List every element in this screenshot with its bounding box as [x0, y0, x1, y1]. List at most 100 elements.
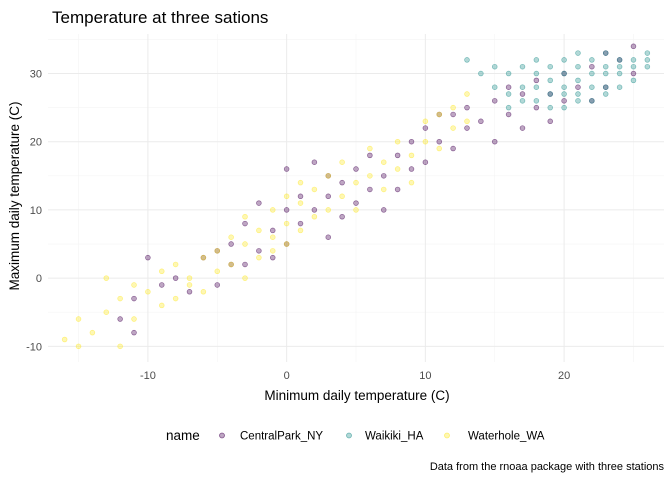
point-waikiki-ha — [464, 57, 470, 63]
point-waikiki-ha — [602, 50, 609, 56]
point-waterhole-wa — [464, 91, 470, 97]
point-waterhole-wa — [117, 295, 123, 302]
point-waterhole-wa — [256, 254, 262, 261]
point-centralpark-ny — [270, 254, 276, 261]
point-waikiki-ha — [547, 63, 553, 70]
point-centralpark-ny — [297, 220, 304, 227]
point-centralpark-ny — [367, 186, 373, 193]
point-waikiki-ha — [505, 104, 512, 111]
grid-layer — [48, 34, 664, 362]
point-waterhole-wa — [422, 138, 429, 145]
y-tick-label: 30 — [30, 69, 42, 81]
point-waikiki-ha — [575, 63, 581, 70]
point-waikiki-ha — [561, 84, 567, 90]
point-waikiki-ha — [547, 91, 553, 97]
x-tick-label: 20 — [558, 370, 570, 382]
point-waikiki-ha — [630, 63, 637, 70]
point-waikiki-ha — [616, 70, 623, 77]
point-waterhole-wa — [75, 316, 82, 322]
point-centralpark-ny — [228, 241, 234, 247]
y-tick-label: 20 — [30, 137, 42, 149]
point-centralpark-ny — [172, 275, 179, 281]
point-centralpark-ny — [505, 84, 512, 90]
point-waikiki-ha — [561, 70, 567, 77]
legend-key-waterhole — [444, 432, 450, 439]
point-waterhole-wa — [450, 125, 456, 131]
point-waikiki-ha — [616, 84, 623, 90]
legend: name CentralPark_NY Waikiki_HA Waterhole… — [166, 428, 545, 443]
point-waterhole-wa — [270, 234, 276, 240]
point-waikiki-ha — [630, 77, 637, 84]
point-centralpark-ny — [422, 125, 429, 131]
point-waikiki-ha — [519, 63, 526, 70]
point-waterhole-wa — [159, 268, 165, 275]
point-waikiki-ha — [616, 63, 623, 70]
x-axis-title: Minimum daily temperature (C) — [264, 388, 449, 403]
legend-label-waterhole: Waterhole_WA — [468, 431, 545, 443]
point-waikiki-ha — [561, 104, 567, 111]
point-waikiki-ha — [630, 57, 637, 63]
point-centralpark-ny — [464, 104, 470, 111]
point-centralpark-ny — [256, 200, 262, 206]
point-waterhole-wa — [325, 207, 332, 213]
point-waikiki-ha — [505, 70, 512, 77]
point-waikiki-ha — [519, 98, 526, 104]
point-waikiki-ha — [519, 84, 526, 90]
point-waikiki-ha — [602, 63, 609, 70]
point-waikiki-ha — [561, 91, 567, 97]
point-centralpark-ny — [380, 173, 387, 179]
y-tick-label: 10 — [30, 205, 42, 217]
ticks-layer: -10 0 10 20 -10 0 10 20 30 — [26, 69, 570, 382]
point-waikiki-ha — [575, 50, 581, 56]
point-centralpark-ny — [408, 138, 415, 145]
point-centralpark-ny — [478, 118, 484, 125]
point-waikiki-ha — [602, 70, 609, 77]
point-centralpark-ny — [519, 91, 526, 97]
point-waterhole-wa — [214, 248, 221, 254]
point-centralpark-ny — [283, 166, 290, 172]
point-centralpark-ny — [491, 98, 498, 104]
point-centralpark-ny — [242, 261, 248, 268]
point-centralpark-ny — [589, 63, 595, 70]
point-waterhole-wa — [228, 261, 234, 268]
point-centralpark-ny — [533, 77, 540, 84]
point-waikiki-ha — [533, 98, 540, 104]
point-centralpark-ny — [270, 227, 276, 234]
point-centralpark-ny — [394, 152, 401, 159]
point-centralpark-ny — [325, 193, 332, 200]
point-centralpark-ny — [464, 125, 470, 131]
point-waterhole-wa — [339, 159, 345, 165]
point-centralpark-ny — [283, 207, 290, 213]
legend-key-waikiki — [346, 432, 352, 439]
point-waterhole-wa — [159, 302, 165, 309]
point-centralpark-ny — [256, 248, 262, 254]
point-waterhole-wa — [103, 309, 110, 315]
point-waikiki-ha — [533, 57, 540, 63]
point-centralpark-ny — [242, 220, 248, 227]
point-centralpark-ny — [311, 159, 318, 165]
point-waikiki-ha — [575, 91, 581, 97]
point-waterhole-wa — [270, 248, 276, 254]
legend-label-centralpark: CentralPark_NY — [240, 431, 323, 443]
point-waterhole-wa — [131, 316, 137, 322]
point-waikiki-ha — [491, 63, 498, 70]
point-waterhole-wa — [311, 214, 318, 220]
y-axis-title: Maximum daily temperature (C) — [7, 101, 22, 290]
point-waikiki-ha — [505, 91, 512, 97]
point-waterhole-wa — [75, 343, 82, 350]
point-centralpark-ny — [367, 152, 373, 159]
point-centralpark-ny — [575, 84, 581, 90]
point-waterhole-wa — [61, 336, 68, 343]
point-waterhole-wa — [311, 186, 318, 193]
point-centralpark-ny — [491, 138, 498, 145]
point-waterhole-wa — [270, 207, 276, 213]
point-waikiki-ha — [575, 77, 581, 84]
point-centralpark-ny — [117, 316, 123, 322]
point-waikiki-ha — [561, 57, 567, 63]
point-waterhole-wa — [283, 220, 290, 227]
chart-caption: Data from the rnoaa package with three s… — [430, 461, 665, 473]
x-tick-label: 10 — [419, 370, 431, 382]
point-waterhole-wa — [353, 179, 359, 186]
point-waterhole-wa — [380, 159, 387, 165]
point-centralpark-ny — [533, 104, 540, 111]
